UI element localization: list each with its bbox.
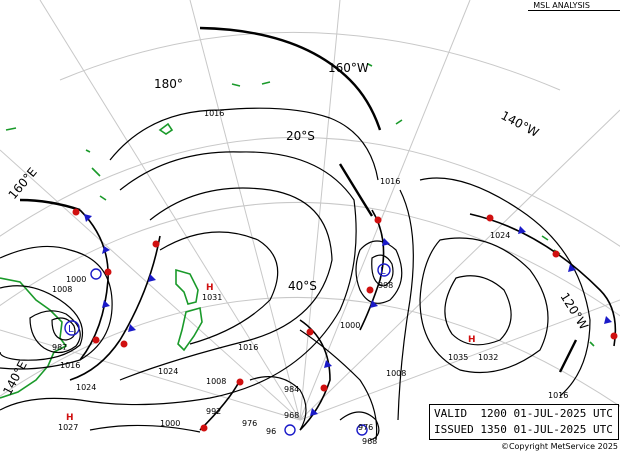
valid-row: VALID 1200 01-JUL-2025 UTC: [434, 407, 613, 420]
isobar-label: 1016: [380, 177, 400, 186]
isobar-label: 968: [362, 437, 377, 446]
valid-date: 01-JUL-2025: [513, 407, 587, 420]
isobar-label: 1032: [478, 353, 498, 362]
isobar-label: 998: [378, 281, 393, 290]
isobar-label: 96: [266, 427, 276, 436]
isobar-label: 1024: [158, 367, 178, 376]
graticule: [0, 0, 620, 421]
meridian-label-180: 180°: [154, 77, 183, 91]
issued-zone: UTC: [592, 423, 613, 436]
isobar-label: 1008: [206, 377, 226, 386]
isobar-label: 984: [284, 385, 299, 394]
high-centre-marker: H: [206, 283, 214, 293]
valid-issued-box: VALID 1200 01-JUL-2025 UTC ISSUED 1350 0…: [429, 404, 619, 440]
isobar-label: 1008: [386, 369, 406, 378]
isobar-label: 1024: [76, 383, 96, 392]
isobar-label: 1008: [52, 285, 72, 294]
valid-zone: UTC: [592, 407, 613, 420]
isobar-label: 976: [242, 419, 257, 428]
low-centre-marker: L: [68, 324, 74, 335]
isobar-label: 968: [284, 411, 299, 420]
high-centre-marker: H: [66, 413, 74, 423]
warm-front-bumps: [72, 208, 618, 432]
isobar-label: 1000: [340, 321, 360, 330]
isobar-label: 1024: [490, 231, 510, 240]
isobar-label: 1031: [202, 293, 222, 302]
meridian-label-160w: 160°W: [328, 61, 369, 75]
issued-date: 01-JUL-2025: [513, 423, 587, 436]
isobar-label: 1000: [66, 275, 86, 284]
low-rings: [64, 263, 391, 436]
copyright-notice: ©Copyright MetService 2025: [500, 442, 618, 451]
issued-label: ISSUED: [434, 423, 474, 436]
isobar-label: 992: [206, 407, 221, 416]
isobar-label: 1035: [448, 353, 468, 362]
latitude-label-40s: 40°S: [288, 279, 317, 293]
isobar-label: 987: [52, 343, 67, 352]
isobars: [0, 107, 591, 441]
fronts: [69, 209, 617, 431]
isobar-label: 1027: [58, 423, 78, 432]
isobar-label: 1016: [238, 343, 258, 352]
isobar-label: 976: [358, 423, 373, 432]
meridian-label-120w: 120°W: [557, 290, 591, 332]
meridian-label-140w: 140°W: [499, 108, 542, 140]
low-centre-marker: L: [380, 266, 386, 277]
trough-lines: [19, 26, 578, 373]
issued-row: ISSUED 1350 01-JUL-2025 UTC: [434, 423, 613, 436]
isobar-label: 1016: [548, 391, 568, 400]
cold-front-barbs: [84, 214, 612, 416]
meridian-label-140e: 140°E: [0, 359, 29, 398]
latitude-label-20s: 20°S: [286, 129, 315, 143]
valid-label: VALID: [434, 407, 468, 420]
issued-time: 1350: [480, 423, 507, 436]
isobar-label: 1000: [160, 419, 180, 428]
high-centre-marker: H: [468, 335, 476, 345]
valid-time: 1200: [480, 407, 507, 420]
map-title: MSL ANALYSIS: [533, 1, 590, 10]
title-underline: [528, 10, 620, 11]
isobar-label: 1016: [60, 361, 80, 370]
isobar-label: 1016: [204, 109, 224, 118]
